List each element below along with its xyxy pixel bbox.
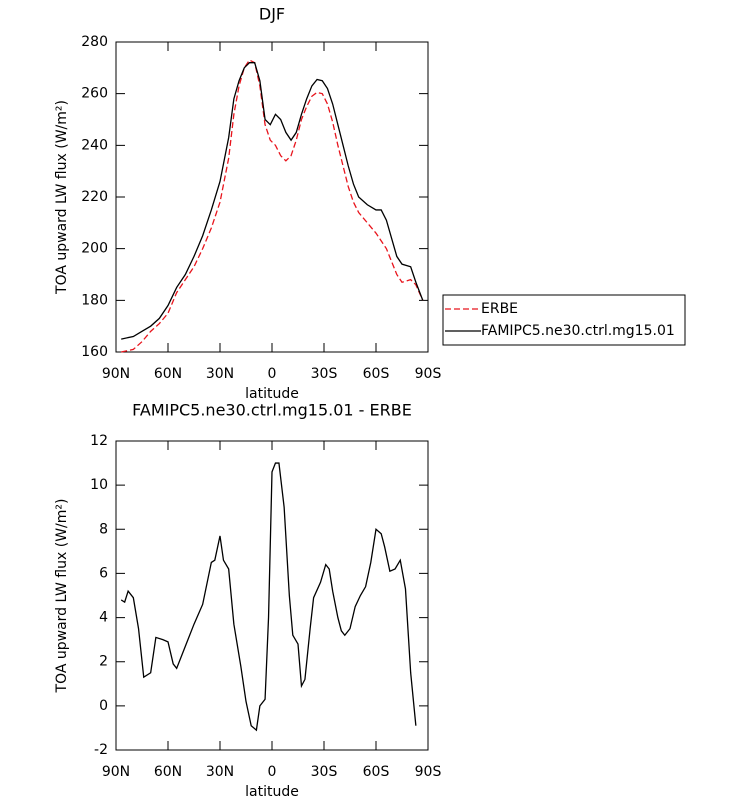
chart-title: DJF bbox=[259, 5, 285, 24]
y-tick-label: 2 bbox=[99, 654, 108, 670]
x-tick-label: 60N bbox=[154, 764, 182, 780]
legend-box bbox=[442, 294, 686, 346]
y-tick-label: 160 bbox=[81, 344, 108, 360]
x-tick-label: 30S bbox=[311, 764, 338, 780]
x-tick-label: 90S bbox=[415, 366, 442, 382]
y-tick-label: 0 bbox=[99, 698, 108, 714]
y-tick-label: 260 bbox=[81, 86, 108, 102]
x-tick-label: 0 bbox=[268, 764, 277, 780]
y-tick-label: 10 bbox=[90, 477, 108, 493]
x-tick-label: 0 bbox=[268, 366, 277, 382]
legend-label: FAMIPC5.ne30.ctrl.mg15.01 bbox=[481, 323, 675, 339]
x-axis-label: latitude bbox=[245, 386, 299, 402]
y-tick-label: 200 bbox=[81, 241, 108, 257]
y-tick-label: 6 bbox=[99, 565, 108, 581]
x-tick-label: 90S bbox=[415, 764, 442, 780]
y-tick-label: 4 bbox=[99, 610, 108, 626]
x-tick-label: 60S bbox=[363, 764, 390, 780]
x-tick-label: 90N bbox=[102, 764, 130, 780]
chart-title: FAMIPC5.ne30.ctrl.mg15.01 - ERBE bbox=[132, 401, 412, 420]
x-tick-label: 60N bbox=[154, 366, 182, 382]
y-axis-label: TOA upward LW flux (W/m²) bbox=[54, 100, 70, 295]
y-tick-label: 280 bbox=[81, 34, 108, 50]
x-tick-label: 30S bbox=[311, 366, 338, 382]
x-tick-label: 30N bbox=[206, 764, 234, 780]
x-axis-label: latitude bbox=[245, 784, 299, 800]
x-tick-label: 30N bbox=[206, 366, 234, 382]
y-tick-label: 8 bbox=[99, 521, 108, 537]
x-tick-label: 90N bbox=[102, 366, 130, 382]
y-tick-label: 12 bbox=[90, 433, 108, 449]
y-tick-label: 240 bbox=[81, 137, 108, 153]
plot-frame bbox=[115, 41, 429, 353]
legend-label: ERBE bbox=[481, 301, 518, 317]
y-tick-label: 180 bbox=[81, 292, 108, 308]
x-tick-label: 60S bbox=[363, 366, 390, 382]
y-tick-label: 220 bbox=[81, 189, 108, 205]
line-series bbox=[121, 59, 424, 353]
y-tick-label: -2 bbox=[94, 742, 108, 758]
line-series bbox=[120, 462, 417, 732]
y-axis-label: TOA upward LW flux (W/m²) bbox=[54, 499, 70, 694]
line-series bbox=[121, 62, 424, 340]
